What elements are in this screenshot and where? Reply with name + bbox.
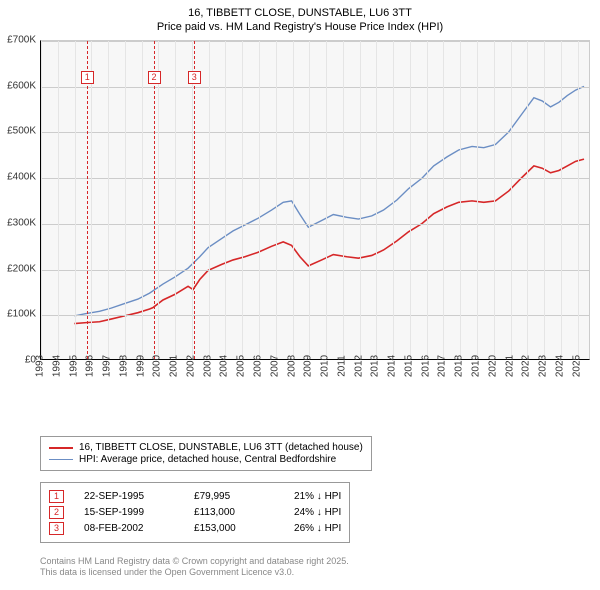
x-tick-label: 1996 bbox=[85, 355, 96, 377]
x-tick-label: 2017 bbox=[437, 355, 448, 377]
x-tick-label: 2001 bbox=[169, 355, 180, 377]
x-tick-label: 2008 bbox=[286, 355, 297, 377]
sales-table: 1 22-SEP-1995 £79,995 21% ↓ HPI 2 15-SEP-1999… bbox=[40, 482, 350, 543]
x-tick-label: 2023 bbox=[538, 355, 549, 377]
series-hpi bbox=[74, 86, 584, 315]
sale-row: 3 08-FEB-2002 £153,000 26% ↓ HPI bbox=[49, 522, 341, 535]
x-tick-label: 2013 bbox=[370, 355, 381, 377]
chart-container: £0£100K£200K£300K£400K£500K£600K£700K 12… bbox=[0, 40, 600, 400]
sale-delta: 21% ↓ HPI bbox=[294, 491, 341, 502]
x-tick-label: 2002 bbox=[185, 355, 196, 377]
legend-swatch bbox=[49, 447, 73, 449]
y-tick-label: £700K bbox=[0, 35, 36, 46]
x-tick-label: 2022 bbox=[521, 355, 532, 377]
x-tick-label: 2012 bbox=[353, 355, 364, 377]
sale-row-marker: 2 bbox=[49, 506, 64, 519]
sale-marker-line bbox=[194, 41, 195, 359]
sale-row: 2 15-SEP-1999 £113,000 24% ↓ HPI bbox=[49, 506, 341, 519]
legend-label: 16, TIBBETT CLOSE, DUNSTABLE, LU6 3TT (d… bbox=[79, 442, 363, 453]
x-tick-label: 2025 bbox=[571, 355, 582, 377]
x-tick-label: 2015 bbox=[403, 355, 414, 377]
x-tick-label: 2024 bbox=[554, 355, 565, 377]
sale-delta: 26% ↓ HPI bbox=[294, 523, 341, 534]
y-tick-label: £500K bbox=[0, 126, 36, 137]
y-tick-label: £100K bbox=[0, 309, 36, 320]
x-tick-label: 2007 bbox=[269, 355, 280, 377]
sale-row-marker: 3 bbox=[49, 522, 64, 535]
chart-title-line1: 16, TIBBETT CLOSE, DUNSTABLE, LU6 3TT bbox=[0, 6, 600, 20]
series-price_paid bbox=[74, 159, 584, 323]
x-tick-label: 2009 bbox=[303, 355, 314, 377]
sale-marker-label: 1 bbox=[81, 71, 94, 84]
sale-date: 08-FEB-2002 bbox=[84, 523, 174, 534]
x-tick-label: 2018 bbox=[454, 355, 465, 377]
legend-item: HPI: Average price, detached house, Cent… bbox=[49, 454, 363, 465]
x-tick-label: 2014 bbox=[387, 355, 398, 377]
sale-delta: 24% ↓ HPI bbox=[294, 507, 341, 518]
sale-date: 22-SEP-1995 bbox=[84, 491, 174, 502]
legend-swatch bbox=[49, 459, 73, 460]
legend: 16, TIBBETT CLOSE, DUNSTABLE, LU6 3TT (d… bbox=[40, 436, 372, 471]
sale-row-marker: 1 bbox=[49, 490, 64, 503]
sale-marker-label: 3 bbox=[188, 71, 201, 84]
attribution-line2: This data is licensed under the Open Gov… bbox=[40, 567, 349, 578]
attribution-line1: Contains HM Land Registry data © Crown c… bbox=[40, 556, 349, 567]
x-tick-label: 2004 bbox=[219, 355, 230, 377]
x-tick-label: 1999 bbox=[135, 355, 146, 377]
x-tick-label: 1993 bbox=[35, 355, 46, 377]
x-tick-label: 1998 bbox=[118, 355, 129, 377]
x-tick-label: 1994 bbox=[51, 355, 62, 377]
y-tick-label: £400K bbox=[0, 172, 36, 183]
x-tick-label: 2019 bbox=[470, 355, 481, 377]
x-tick-label: 1995 bbox=[68, 355, 79, 377]
sale-marker-label: 2 bbox=[148, 71, 161, 84]
x-tick-label: 2011 bbox=[336, 355, 347, 377]
plot-area: 1 2 3 bbox=[40, 40, 590, 360]
y-tick-label: £600K bbox=[0, 80, 36, 91]
sale-price: £79,995 bbox=[194, 491, 274, 502]
sale-date: 15-SEP-1999 bbox=[84, 507, 174, 518]
sale-marker-line bbox=[87, 41, 88, 359]
y-tick-label: £300K bbox=[0, 217, 36, 228]
x-tick-label: 2010 bbox=[320, 355, 331, 377]
x-tick-label: 2005 bbox=[236, 355, 247, 377]
x-tick-label: 2006 bbox=[252, 355, 263, 377]
x-tick-label: 2021 bbox=[504, 355, 515, 377]
attribution: Contains HM Land Registry data © Crown c… bbox=[40, 556, 349, 578]
y-tick-label: £200K bbox=[0, 263, 36, 274]
x-tick-label: 2020 bbox=[487, 355, 498, 377]
y-tick-label: £0 bbox=[0, 355, 36, 366]
sale-row: 1 22-SEP-1995 £79,995 21% ↓ HPI bbox=[49, 490, 341, 503]
x-tick-label: 1997 bbox=[102, 355, 113, 377]
sale-price: £113,000 bbox=[194, 507, 274, 518]
x-tick-label: 2016 bbox=[420, 355, 431, 377]
x-tick-label: 2003 bbox=[202, 355, 213, 377]
sale-price: £153,000 bbox=[194, 523, 274, 534]
chart-title-line2: Price paid vs. HM Land Registry's House … bbox=[0, 20, 600, 34]
sale-marker-line bbox=[154, 41, 155, 359]
legend-item: 16, TIBBETT CLOSE, DUNSTABLE, LU6 3TT (d… bbox=[49, 442, 363, 453]
legend-label: HPI: Average price, detached house, Cent… bbox=[79, 454, 336, 465]
x-tick-label: 2000 bbox=[152, 355, 163, 377]
